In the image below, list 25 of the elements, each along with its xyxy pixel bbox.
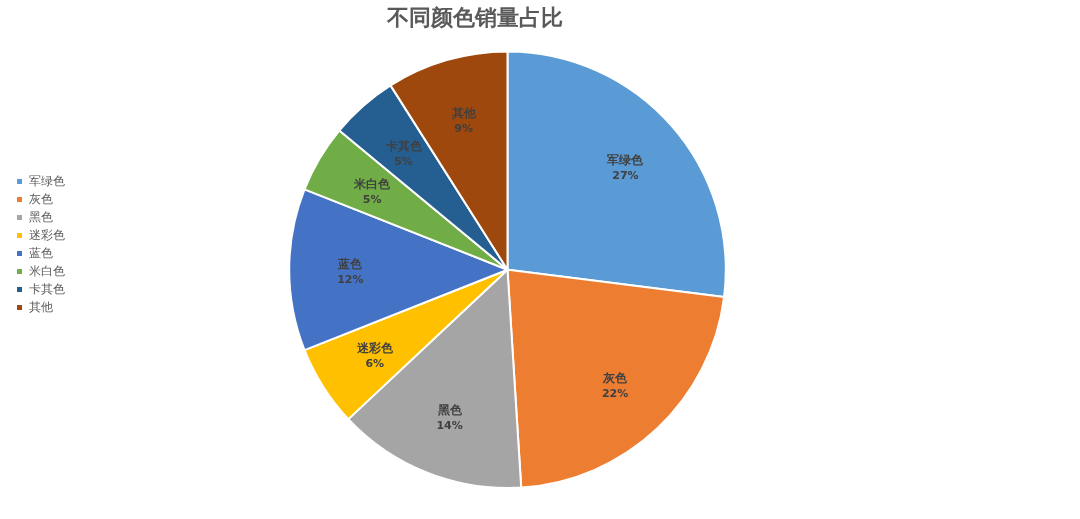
- slice-label: 卡其色: [384, 138, 423, 153]
- slice-label: 米白色: [353, 176, 392, 191]
- legend-label: 灰色: [29, 191, 53, 206]
- data-label: 5%: [362, 192, 382, 206]
- data-label: 12%: [337, 272, 364, 286]
- slice-label: 灰色: [602, 371, 629, 386]
- data-label: 14%: [436, 418, 463, 432]
- slice-label: 迷彩色: [355, 340, 394, 355]
- legend-label: 黑色: [29, 209, 53, 224]
- slice-label: 蓝色: [337, 256, 364, 271]
- data-label: 22%: [601, 387, 629, 401]
- chart-title: 不同颜色销量占比: [386, 3, 563, 30]
- legend-label: 蓝色: [29, 245, 53, 260]
- data-label: 9%: [454, 121, 473, 135]
- legend-label: 军绿色: [29, 173, 65, 188]
- legend-label: 迷彩色: [29, 227, 65, 242]
- data-label: 5%: [394, 154, 413, 168]
- slice-label: 军绿色: [607, 152, 645, 167]
- slice-label: 黑色: [436, 402, 463, 417]
- data-label: 27%: [612, 168, 639, 182]
- data-label: 6%: [365, 356, 385, 370]
- legend-label: 卡其色: [29, 281, 65, 296]
- legend-label: 米白色: [29, 263, 65, 278]
- legend-label: 其他: [29, 299, 53, 314]
- slice-label: 其他: [450, 105, 477, 120]
